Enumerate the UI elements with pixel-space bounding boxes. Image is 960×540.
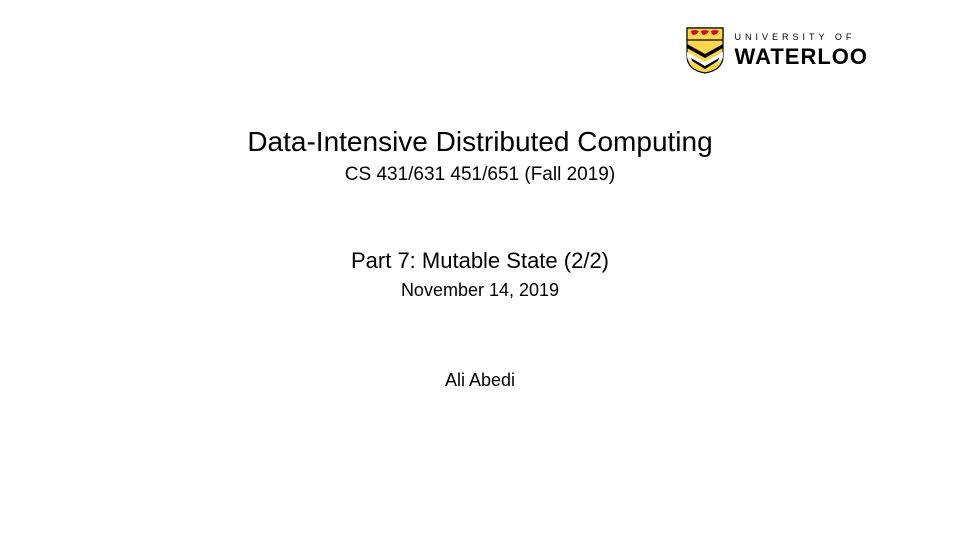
slide-author: Ali Abedi <box>0 370 960 391</box>
logo-university-of: UNIVERSITY OF <box>735 33 868 42</box>
slide-title: Data-Intensive Distributed Computing <box>0 126 960 158</box>
logo-text: UNIVERSITY OF WATERLOO <box>735 33 868 68</box>
slide-date: November 14, 2019 <box>0 280 960 301</box>
slide-part: Part 7: Mutable State (2/2) <box>0 248 960 274</box>
slide-course: CS 431/631 451/651 (Fall 2019) <box>0 164 960 186</box>
logo-name: WATERLOO <box>735 46 868 68</box>
crest-icon <box>685 26 725 74</box>
university-logo: UNIVERSITY OF WATERLOO <box>685 26 868 74</box>
